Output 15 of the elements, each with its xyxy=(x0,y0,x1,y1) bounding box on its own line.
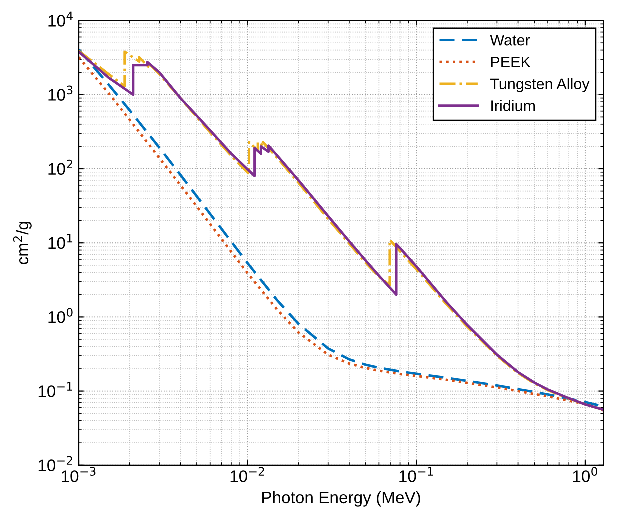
x-axis-title: Photon Energy (MeV) xyxy=(262,491,420,507)
y-tick-label: 10$^{0}$ xyxy=(48,308,73,324)
legend-label: Tungsten Alloy xyxy=(490,78,590,93)
y-tick-label: 10$^{4}$ xyxy=(48,12,73,27)
y-axis-title: cm$^{2}$/g xyxy=(13,222,32,264)
legend-label: PEEK xyxy=(491,56,531,68)
y-tick-label: 10$^{2}$ xyxy=(48,160,72,176)
y-tick-label: 10$^{−1}$ xyxy=(38,382,72,398)
x-tick-label: 10$^{0}$ xyxy=(573,467,598,482)
x-tick-label: 10$^{−1}$ xyxy=(400,467,434,482)
legend-label: Iridium xyxy=(492,100,536,112)
y-tick-label: 10$^{3}$ xyxy=(48,86,73,101)
legend-label: Water xyxy=(490,35,530,46)
x-tick-label: 10$^{−2}$ xyxy=(230,467,264,482)
y-tick-label: 10$^{1}$ xyxy=(48,234,73,250)
